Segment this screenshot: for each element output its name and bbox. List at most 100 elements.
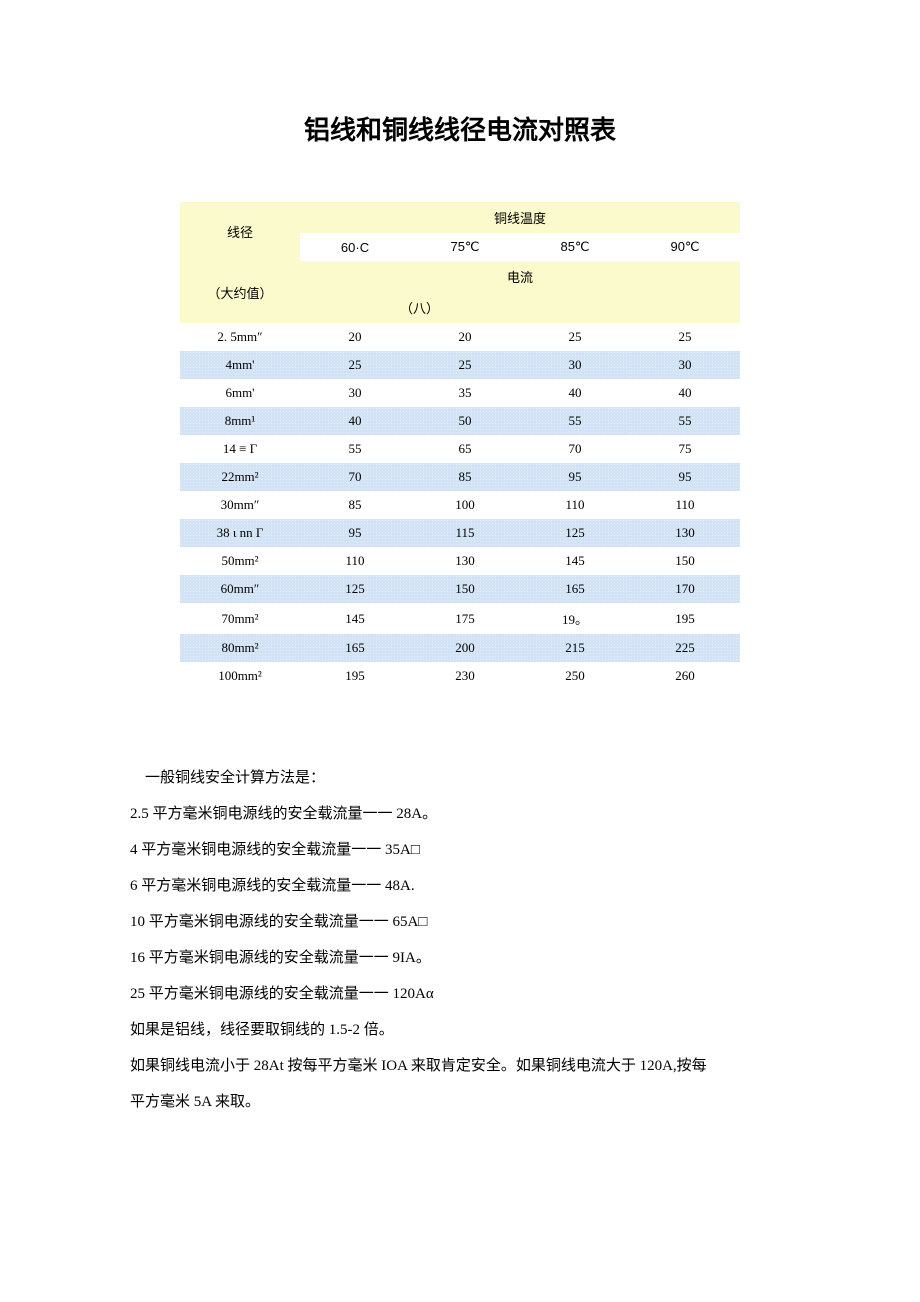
table-row: 14 ≡ Γ55657075 [180, 435, 740, 463]
cell-value: 130 [410, 547, 520, 575]
cell-diameter: 50mm² [180, 547, 300, 575]
cell-diameter: 14 ≡ Γ [180, 435, 300, 463]
cell-value: 35 [410, 379, 520, 407]
table-row: 4mm'25253030 [180, 351, 740, 379]
cell-diameter: 60mm″ [180, 575, 300, 603]
cell-value: 85 [410, 463, 520, 491]
cell-value: 165 [520, 575, 630, 603]
cell-value: 40 [300, 407, 410, 435]
header-left-line2: （大约值） [180, 261, 300, 323]
paragraph: 16 平方毫米铜电源线的安全载流量一一 9IA。 [130, 940, 790, 976]
table-row: 80mm²165200215225 [180, 634, 740, 662]
header-left-label: 线径 [184, 222, 296, 241]
body-text: 一般铜线安全计算方法是：2.5 平方毫米铜电源线的安全载流量一一 28A。4 平… [130, 760, 790, 1120]
header-temp-label: 铜线温度 [300, 202, 740, 233]
cell-diameter: 2. 5mm″ [180, 323, 300, 351]
cell-value: 55 [630, 407, 740, 435]
cell-diameter: 80mm² [180, 634, 300, 662]
cell-value: 20 [410, 323, 520, 351]
cell-value: 110 [520, 491, 630, 519]
cell-value: 75 [630, 435, 740, 463]
paragraph: 如果铜线电流小于 28At 按每平方毫米 IOA 来取肯定安全。如果铜线电流大于… [130, 1048, 790, 1084]
cell-value: 260 [630, 662, 740, 690]
cell-value: 25 [410, 351, 520, 379]
cell-value: 125 [300, 575, 410, 603]
table-row: 22mm²70859595 [180, 463, 740, 491]
temp-2: 85℃ [520, 233, 630, 261]
cell-value: 95 [630, 463, 740, 491]
cell-diameter: 22mm² [180, 463, 300, 491]
page-title: 铝线和铜线线径电流对照表 [130, 110, 790, 147]
cell-value: 70 [520, 435, 630, 463]
cell-value: 145 [520, 547, 630, 575]
table-row: 50mm²110130145150 [180, 547, 740, 575]
cell-value: 55 [300, 435, 410, 463]
header-current-sub: （八） [300, 292, 740, 323]
cell-value: 150 [410, 575, 520, 603]
cell-value: 19。 [520, 603, 630, 634]
cell-value: 25 [520, 323, 630, 351]
paragraph: 4 平方毫米铜电源线的安全载流量一一 35A□ [130, 832, 790, 868]
cell-value: 195 [630, 603, 740, 634]
cell-value: 95 [300, 519, 410, 547]
cell-value: 195 [300, 662, 410, 690]
table-row: 38 ι nn Γ95115125130 [180, 519, 740, 547]
cell-diameter: 4mm' [180, 351, 300, 379]
cell-value: 215 [520, 634, 630, 662]
paragraph: 2.5 平方毫米铜电源线的安全载流量一一 28A。 [130, 796, 790, 832]
cell-diameter: 30mm″ [180, 491, 300, 519]
cell-value: 200 [410, 634, 520, 662]
table-row: 100mm²195230250260 [180, 662, 740, 690]
current-table: 线径 铜线温度 60·C 75℃ 85℃ 90℃ （大约值） 电流 （八） 2.… [180, 202, 740, 690]
cell-value: 170 [630, 575, 740, 603]
table-body: 2. 5mm″202025254mm'252530306mm'303540408… [180, 323, 740, 690]
temp-0: 60·C [300, 233, 410, 261]
table-row: 60mm″125150165170 [180, 575, 740, 603]
cell-value: 110 [630, 491, 740, 519]
paragraph: 25 平方毫米铜电源线的安全载流量一一 120Aα [130, 976, 790, 1012]
cell-value: 95 [520, 463, 630, 491]
cell-value: 225 [630, 634, 740, 662]
cell-value: 125 [520, 519, 630, 547]
table-row: 6mm'30354040 [180, 379, 740, 407]
header-row-1: 线径 铜线温度 [180, 202, 740, 233]
cell-value: 30 [300, 379, 410, 407]
cell-value: 65 [410, 435, 520, 463]
cell-value: 230 [410, 662, 520, 690]
cell-value: 25 [630, 323, 740, 351]
cell-value: 115 [410, 519, 520, 547]
cell-diameter: 6mm' [180, 379, 300, 407]
cell-value: 40 [630, 379, 740, 407]
cell-value: 40 [520, 379, 630, 407]
paragraph: 一般铜线安全计算方法是： [130, 760, 790, 796]
cell-value: 30 [630, 351, 740, 379]
header-current-label: 电流 [300, 261, 740, 292]
cell-value: 250 [520, 662, 630, 690]
cell-diameter: 8mm¹ [180, 407, 300, 435]
cell-value: 110 [300, 547, 410, 575]
cell-value: 50 [410, 407, 520, 435]
table-row: 70mm²14517519。195 [180, 603, 740, 634]
header-left: 线径 [180, 202, 300, 261]
cell-value: 70 [300, 463, 410, 491]
cell-value: 150 [630, 547, 740, 575]
table-row: 8mm¹40505555 [180, 407, 740, 435]
cell-diameter: 70mm² [180, 603, 300, 634]
cell-value: 25 [300, 351, 410, 379]
temp-3: 90℃ [630, 233, 740, 261]
cell-value: 165 [300, 634, 410, 662]
header-row-3: （大约值） 电流 [180, 261, 740, 292]
paragraph: 如果是铝线，线径要取铜线的 1.5-2 倍。 [130, 1012, 790, 1048]
cell-value: 20 [300, 323, 410, 351]
paragraph: 10 平方毫米铜电源线的安全载流量一一 65A□ [130, 904, 790, 940]
cell-diameter: 38 ι nn Γ [180, 519, 300, 547]
cell-diameter: 100mm² [180, 662, 300, 690]
cell-value: 130 [630, 519, 740, 547]
cell-value: 30 [520, 351, 630, 379]
cell-value: 55 [520, 407, 630, 435]
paragraph: 6 平方毫米铜电源线的安全载流量一一 48A. [130, 868, 790, 904]
table-row: 2. 5mm″20202525 [180, 323, 740, 351]
cell-value: 175 [410, 603, 520, 634]
cell-value: 85 [300, 491, 410, 519]
cell-value: 145 [300, 603, 410, 634]
